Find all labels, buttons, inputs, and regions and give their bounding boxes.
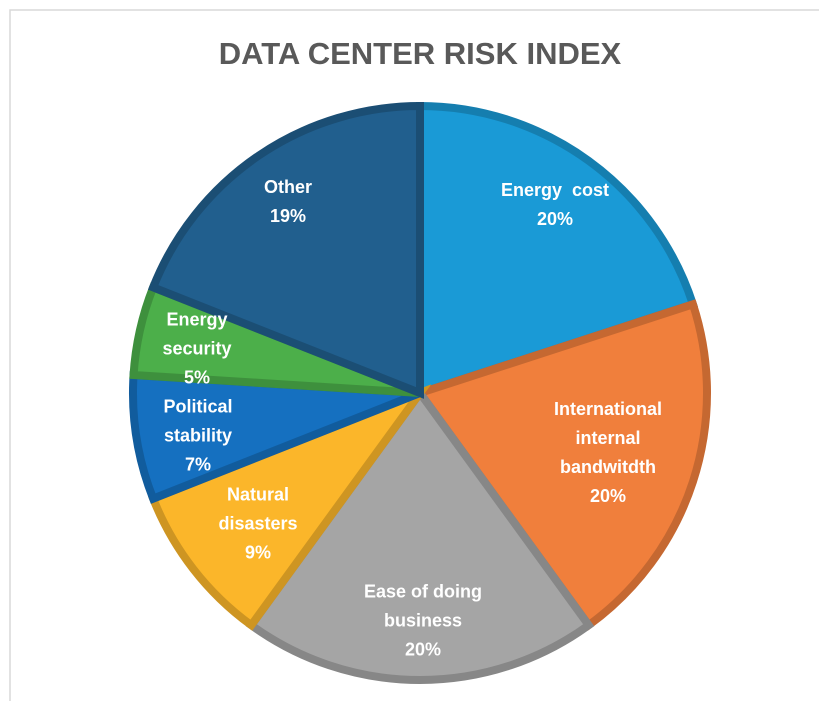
slice-label: Energy cost 20% <box>455 176 655 234</box>
slice-value-label: 20% <box>404 639 442 660</box>
slice-label: Ease of doing business 20% <box>343 578 503 665</box>
slice-value-label: 9% <box>244 542 271 563</box>
pie-slice <box>147 101 424 399</box>
slice-label: Political stability 7% <box>143 393 253 480</box>
slice-value-label: 19% <box>269 206 307 226</box>
pie-slice <box>416 101 698 399</box>
slice-value-label: 20% <box>589 486 627 506</box>
slice-value-label: 5% <box>183 367 210 388</box>
slice-label: Energy security 5% <box>152 306 242 393</box>
pie-slice <box>245 386 595 684</box>
slice-value-label: 7% <box>184 454 211 475</box>
chart-title: DATA CENTER RISK INDEX <box>219 36 622 71</box>
slice-label: International internal bandwitdth 20% <box>533 395 683 511</box>
slice-label: Natural disasters 9% <box>203 481 313 568</box>
slice-value-label: 20% <box>536 209 574 229</box>
slice-label: Other 19% <box>238 173 338 231</box>
pie-slice <box>147 384 432 631</box>
pie-slice <box>413 299 711 631</box>
frame <box>9 9 819 701</box>
